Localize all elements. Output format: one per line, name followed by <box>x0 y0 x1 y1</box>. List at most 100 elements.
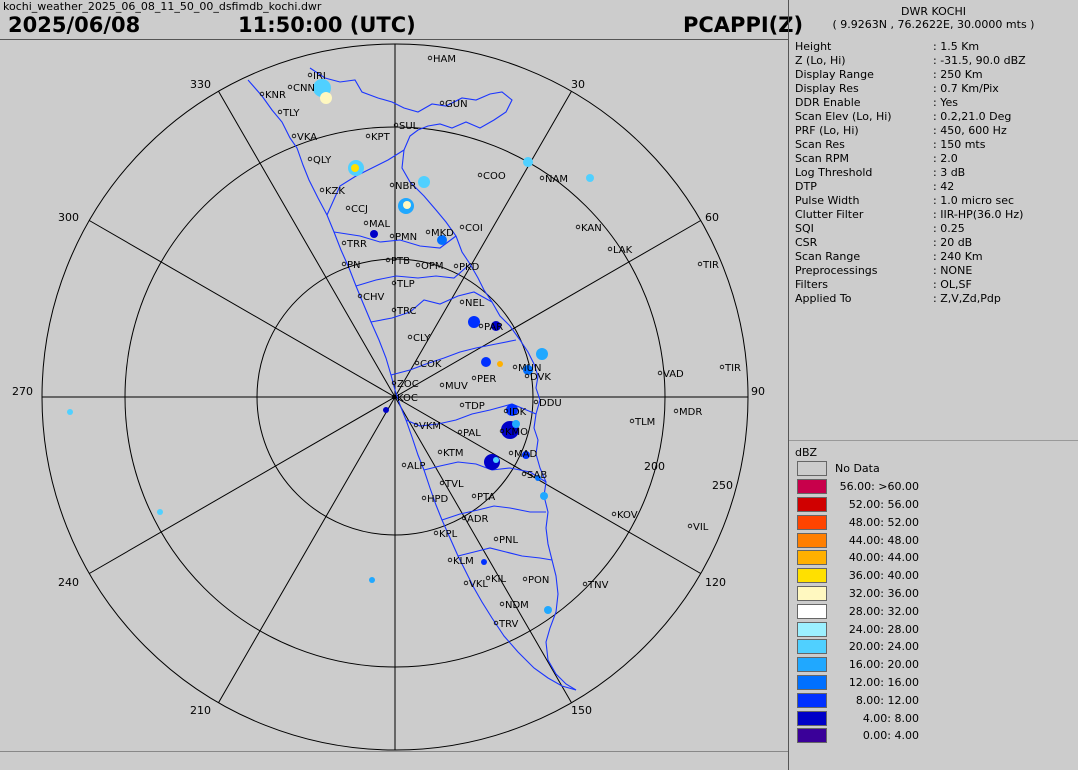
legend-label: 40.00: 44.00 <box>848 551 919 565</box>
legend-label: 4.00: 8.00 <box>862 711 919 725</box>
place-dot <box>582 581 588 587</box>
place-name: CCJ <box>351 204 368 215</box>
place-dot <box>607 246 613 252</box>
legend-swatch <box>797 692 827 708</box>
place-marker: VKM <box>413 421 441 432</box>
place-name: PMN <box>395 232 417 243</box>
legend-swatch <box>797 674 827 690</box>
place-marker: COK <box>414 359 442 370</box>
place-marker: OPM <box>415 261 444 272</box>
param-name: Clutter Filter <box>795 208 864 221</box>
district-boundary-1 <box>333 231 457 249</box>
place-name: KPT <box>371 132 391 143</box>
place-dot <box>391 380 397 386</box>
param-name: DDR Enable <box>795 96 861 109</box>
azimuth-spokes <box>42 44 748 750</box>
place-name: OPM <box>421 261 444 272</box>
place-name: IRI <box>313 71 326 82</box>
param-name: Display Range <box>795 68 874 81</box>
place-marker: NDM <box>499 600 529 611</box>
place-dot <box>341 261 347 267</box>
place-dot <box>471 493 477 499</box>
param-row: Filters: OL,SF <box>795 278 1026 292</box>
place-marker: MAL <box>363 219 390 230</box>
district-boundary-9 <box>326 149 405 216</box>
place-marker: SUL <box>393 121 419 132</box>
param-name: Display Res <box>795 82 859 95</box>
echo-cell <box>481 559 487 565</box>
place-name: DDU <box>539 398 562 409</box>
place-name: KOC <box>397 393 418 404</box>
bearing-label: 330 <box>190 78 211 91</box>
place-name: TLY <box>282 108 300 119</box>
param-row: Scan Res: 150 mts <box>795 138 1026 152</box>
place-dot <box>277 109 283 115</box>
param-value: : 42 <box>933 180 955 193</box>
echo-cell <box>506 404 518 416</box>
place-marker: DVK <box>524 372 551 383</box>
place-name: TIR <box>702 260 719 271</box>
place-name: CNN <box>293 83 315 94</box>
param-value: : 240 Km <box>933 250 983 263</box>
param-name: Scan Elev (Lo, Hi) <box>795 110 892 123</box>
place-marker: HPD <box>421 494 449 505</box>
echo-cell <box>535 475 541 481</box>
echo-cell <box>497 361 503 367</box>
place-dot <box>503 408 509 414</box>
place-name: MUN <box>518 363 541 374</box>
place-name: MDR <box>679 407 702 418</box>
legend-title: dBZ <box>795 446 818 459</box>
station-info: DWR KOCHI ( 9.9263N , 76.2622E, 30.0000 … <box>789 5 1078 31</box>
place-marker: KZK <box>319 186 345 197</box>
place-marker: NBR <box>389 181 416 192</box>
place-name: CHV <box>363 292 385 303</box>
param-value: : 1.5 Km <box>933 40 980 53</box>
param-row: Height: 1.5 Km <box>795 40 1026 54</box>
place-name: CLY <box>413 333 431 344</box>
param-value: : -31.5, 90.0 dBZ <box>933 54 1026 67</box>
place-dot <box>499 428 505 434</box>
place-marker: PON <box>522 575 549 586</box>
param-value: : 0.7 Km/Pix <box>933 82 999 95</box>
place-dot <box>673 408 679 414</box>
place-dot <box>415 262 421 268</box>
legend-item: 28.00: 32.00 <box>797 602 943 620</box>
place-name: HPD <box>427 494 449 505</box>
place-name: KAN <box>581 223 602 234</box>
place-dot <box>291 133 297 139</box>
place-dot <box>437 449 443 455</box>
legend-swatch <box>797 639 827 655</box>
place-name: NBR <box>395 181 416 192</box>
echo-cell <box>544 606 552 614</box>
place-marker: ADR <box>461 514 489 525</box>
place-dot <box>427 55 433 61</box>
param-value: : 0.2,21.0 Deg <box>933 110 1012 123</box>
legend-label: 24.00: 28.00 <box>848 622 919 636</box>
place-marker: IRI <box>307 71 326 82</box>
radar-ppi-display[interactable]: 30 60 90 120 150 210 240 270 300 330 200 250 HAM IRI… <box>0 40 788 751</box>
place-marker: MUN <box>512 363 541 374</box>
param-name: Scan Range <box>795 250 861 263</box>
place-dot <box>447 557 453 563</box>
bearing-label: 90 <box>751 385 765 398</box>
place-name: VAD <box>663 369 684 380</box>
bearing-label: 210 <box>190 704 211 717</box>
legend-label: 8.00: 12.00 <box>855 693 919 707</box>
param-row: Applied To: Z,V,Zd,Pdp <box>795 292 1026 306</box>
param-row: Clutter Filter: IIR-HP(36.0 Hz) <box>795 208 1026 222</box>
color-legend: No Data 56.00: >60.00 52.00: 56.00 48.00: 5… <box>797 460 943 745</box>
place-dot <box>508 450 514 456</box>
legend-item: 4.00: 8.00 <box>797 709 943 727</box>
place-marker: CHV <box>357 292 385 303</box>
place-dot <box>478 323 484 329</box>
kerala-coastline <box>247 79 577 691</box>
place-name: PON <box>528 575 549 586</box>
param-name: DTP <box>795 180 817 193</box>
param-row: Z (Lo, Hi): -31.5, 90.0 dBZ <box>795 54 1026 68</box>
place-name: VIL <box>693 522 709 533</box>
place-marker: TNV <box>582 580 609 591</box>
place-dot <box>493 620 499 626</box>
place-dot <box>687 523 693 529</box>
place-marker: CNN <box>287 83 315 94</box>
place-marker: KPT <box>365 132 391 143</box>
